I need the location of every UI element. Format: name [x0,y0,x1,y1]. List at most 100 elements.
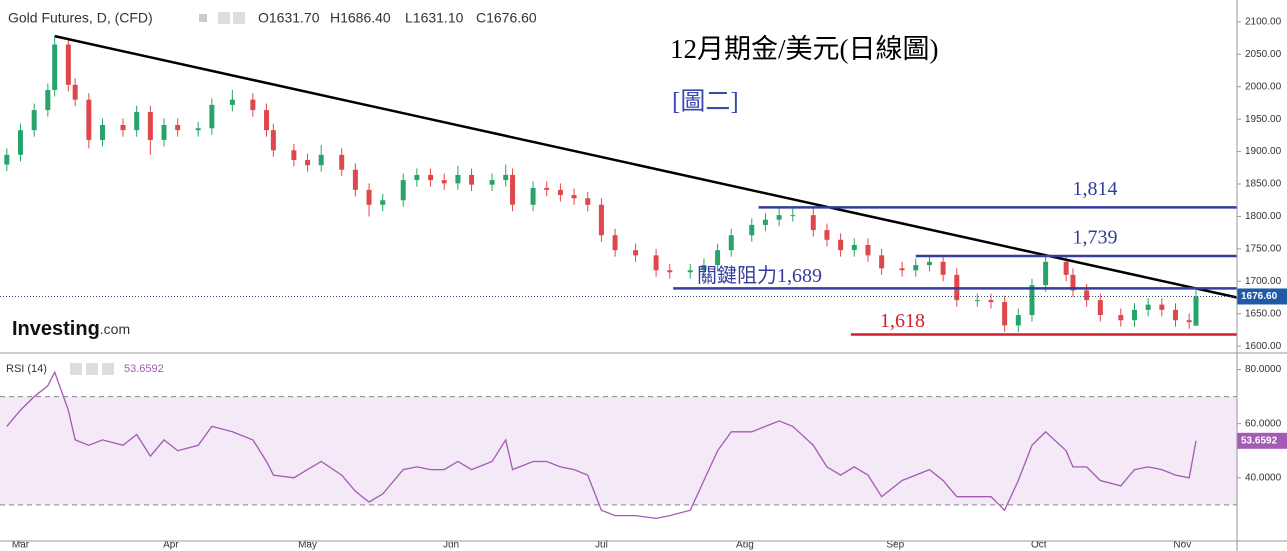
candle-body [530,187,536,205]
candle-body [612,235,618,251]
candle-body [865,244,871,256]
header-arrow[interactable] [199,14,207,22]
chart-title: 12月期金/美元(日線圖) [670,34,938,64]
rsi-icon[interactable] [86,363,98,375]
header-icon[interactable] [233,12,245,24]
y-tick-label: 1900.00 [1245,146,1282,157]
level-label: 1,739 [1073,227,1118,249]
candle-body [940,261,946,275]
candle-body [270,130,276,151]
candle-body [1193,296,1199,326]
candle-body [824,230,830,240]
candle-body [557,189,563,196]
rsi-icon[interactable] [70,363,82,375]
candle-body [1084,290,1090,301]
candle-body [264,110,270,131]
level-label: 1,814 [1073,178,1118,200]
candle-body [100,124,106,140]
candle-body [120,124,126,131]
y-tick-label: 2000.00 [1245,81,1282,92]
candle-body [86,99,92,140]
candle-body [1172,309,1178,321]
y-tick-label: 2050.00 [1245,49,1282,60]
candle-body [1145,304,1151,310]
candle-body [913,265,919,271]
y-tick-label: 1750.00 [1245,244,1282,255]
candle-body [400,180,406,201]
candle-body [52,44,58,90]
candle-body [667,270,673,273]
candle-body [701,265,707,271]
x-tick-label: Nov [1173,540,1191,551]
ohlc-value: H1686.40 [330,10,391,26]
candle-body [1118,315,1124,321]
header-icon[interactable] [218,12,230,24]
candle-body [776,215,782,220]
candle-body [414,174,420,181]
candle-body [31,110,37,131]
candle-body [1186,320,1192,323]
last-price-label: 1676.60 [1241,291,1278,302]
candle-body [339,154,345,170]
candle-body [1015,315,1021,326]
candle-body [544,187,550,190]
candle-body [72,84,78,100]
candle-body [195,128,201,131]
candle-body [715,250,721,266]
candle-body [161,124,167,140]
candle-body [1131,309,1137,321]
rsi-icon[interactable] [102,363,114,375]
candle-body [571,195,577,199]
candle-body [147,112,153,140]
candle-body [988,300,994,303]
candle-body [790,215,796,217]
candle-body [503,174,509,181]
candle-body [926,261,932,266]
candle-body [305,160,311,166]
candle-body [229,99,235,105]
candle-body [510,174,516,205]
level-label: 關鍵阻力1,689 [697,264,822,287]
candle-body [1043,261,1049,286]
candle-body [1159,304,1165,310]
candle-body [1070,274,1076,291]
candle-body [489,180,495,185]
y-tick-label: 1650.00 [1245,308,1282,319]
y-tick-label: 1850.00 [1245,179,1282,190]
candle-body [380,200,386,205]
logo-suffix: .com [100,321,130,337]
candle-body [838,239,844,251]
trendline [54,34,1238,299]
candle-body [352,169,358,190]
y-tick-label: 1950.00 [1245,114,1282,125]
x-tick-label: Aug [736,540,754,551]
y-tick-label: 1800.00 [1245,211,1282,222]
y-tick-label: 60.0000 [1245,418,1282,429]
candle-body [598,204,604,236]
candle-body [455,174,461,184]
candle-body [728,235,734,251]
logo-name: Investing [12,318,100,340]
instrument-title: Gold Futures, D, (CFD) [8,10,153,26]
y-tick-label: 1600.00 [1245,341,1282,352]
candle-body [175,124,181,131]
x-tick-label: May [298,540,317,551]
ohlc-value: C1676.60 [476,10,537,26]
x-tick-label: Oct [1031,540,1047,551]
x-tick-label: Sep [886,540,904,551]
candle-body [974,300,980,302]
candle-body [291,150,297,161]
candle-body [585,198,591,205]
candle-body [18,130,24,155]
candle-body [45,89,51,111]
candle-body [1097,300,1103,316]
candle-body [4,154,10,165]
x-tick-label: Mar [12,540,30,551]
y-tick-label: 2100.00 [1245,17,1282,28]
candle-body [469,174,475,185]
y-tick-label: 40.0000 [1245,472,1282,483]
candle-body [879,255,885,269]
x-tick-label: Apr [163,540,179,551]
chart-subtitle: [圖二] [672,89,739,116]
